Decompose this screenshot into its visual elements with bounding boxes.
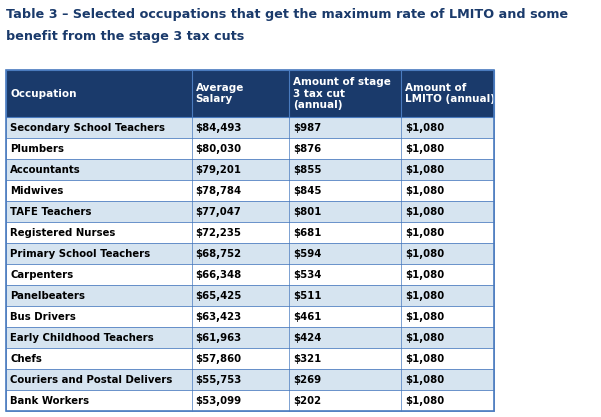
Text: $321: $321 — [293, 354, 321, 364]
Bar — [7, 349, 493, 369]
Text: Midwives: Midwives — [10, 186, 64, 196]
Text: Average
Salary: Average Salary — [195, 83, 244, 104]
Text: $845: $845 — [293, 186, 322, 196]
Text: $801: $801 — [293, 207, 322, 217]
Text: $78,784: $78,784 — [195, 186, 242, 196]
Bar — [7, 369, 493, 390]
Text: Primary School Teachers: Primary School Teachers — [10, 249, 151, 259]
Text: Panelbeaters: Panelbeaters — [10, 291, 85, 301]
Text: $66,348: $66,348 — [195, 270, 242, 280]
Text: $77,047: $77,047 — [195, 207, 241, 217]
Text: benefit from the stage 3 tax cuts: benefit from the stage 3 tax cuts — [7, 30, 245, 43]
Text: $269: $269 — [293, 375, 321, 385]
Text: Accountants: Accountants — [10, 165, 81, 175]
Text: $1,080: $1,080 — [405, 270, 444, 280]
Text: $1,080: $1,080 — [405, 144, 444, 154]
Text: Occupation: Occupation — [10, 88, 77, 98]
Text: $534: $534 — [293, 270, 322, 280]
Text: $72,235: $72,235 — [195, 228, 242, 238]
Text: Chefs: Chefs — [10, 354, 42, 364]
Text: $55,753: $55,753 — [195, 375, 242, 385]
Text: $1,080: $1,080 — [405, 333, 444, 343]
Bar — [7, 201, 493, 222]
Text: Carpenters: Carpenters — [10, 270, 73, 280]
Text: $1,080: $1,080 — [405, 375, 444, 385]
Text: $1,080: $1,080 — [405, 396, 444, 406]
Text: $855: $855 — [293, 165, 322, 175]
Text: Bank Workers: Bank Workers — [10, 396, 90, 406]
Bar — [7, 181, 493, 201]
Text: $1,080: $1,080 — [405, 207, 444, 217]
Text: Table 3 – Selected occupations that get the maximum rate of LMITO and some: Table 3 – Selected occupations that get … — [7, 8, 569, 20]
Text: $876: $876 — [293, 144, 321, 154]
Text: Secondary School Teachers: Secondary School Teachers — [10, 123, 165, 133]
Text: $1,080: $1,080 — [405, 165, 444, 175]
Text: $79,201: $79,201 — [195, 165, 242, 175]
Text: $424: $424 — [293, 333, 322, 343]
Text: $1,080: $1,080 — [405, 354, 444, 364]
Bar — [7, 117, 493, 138]
Text: Plumbers: Plumbers — [10, 144, 64, 154]
Bar — [7, 327, 493, 349]
Text: $461: $461 — [293, 312, 322, 322]
Bar — [7, 264, 493, 285]
Text: $1,080: $1,080 — [405, 228, 444, 238]
Text: $1,080: $1,080 — [405, 186, 444, 196]
Text: $681: $681 — [293, 228, 322, 238]
Text: $63,423: $63,423 — [195, 312, 242, 322]
Text: $61,963: $61,963 — [195, 333, 242, 343]
Bar — [7, 244, 493, 264]
Text: $202: $202 — [293, 396, 321, 406]
Bar — [7, 70, 493, 117]
Text: $80,030: $80,030 — [195, 144, 242, 154]
Bar — [7, 138, 493, 159]
Text: Amount of
LMITO (annual): Amount of LMITO (annual) — [405, 83, 495, 104]
Text: Couriers and Postal Delivers: Couriers and Postal Delivers — [10, 375, 172, 385]
Bar — [7, 306, 493, 327]
Text: $1,080: $1,080 — [405, 291, 444, 301]
Text: TAFE Teachers: TAFE Teachers — [10, 207, 92, 217]
Text: $53,099: $53,099 — [195, 396, 242, 406]
Text: Amount of stage
3 tax cut
(annual): Amount of stage 3 tax cut (annual) — [293, 77, 391, 110]
Bar — [7, 285, 493, 306]
Text: Registered Nurses: Registered Nurses — [10, 228, 116, 238]
Text: $987: $987 — [293, 123, 321, 133]
Text: $65,425: $65,425 — [195, 291, 242, 301]
Text: $1,080: $1,080 — [405, 123, 444, 133]
Bar — [7, 70, 493, 412]
Text: $84,493: $84,493 — [195, 123, 242, 133]
Text: $68,752: $68,752 — [195, 249, 242, 259]
Text: Early Childhood Teachers: Early Childhood Teachers — [10, 333, 154, 343]
Text: $57,860: $57,860 — [195, 354, 242, 364]
Bar — [7, 222, 493, 244]
Text: $594: $594 — [293, 249, 322, 259]
Text: $1,080: $1,080 — [405, 312, 444, 322]
Text: $1,080: $1,080 — [405, 249, 444, 259]
Text: $511: $511 — [293, 291, 322, 301]
Bar — [7, 159, 493, 181]
Text: Bus Drivers: Bus Drivers — [10, 312, 76, 322]
Bar — [7, 390, 493, 412]
